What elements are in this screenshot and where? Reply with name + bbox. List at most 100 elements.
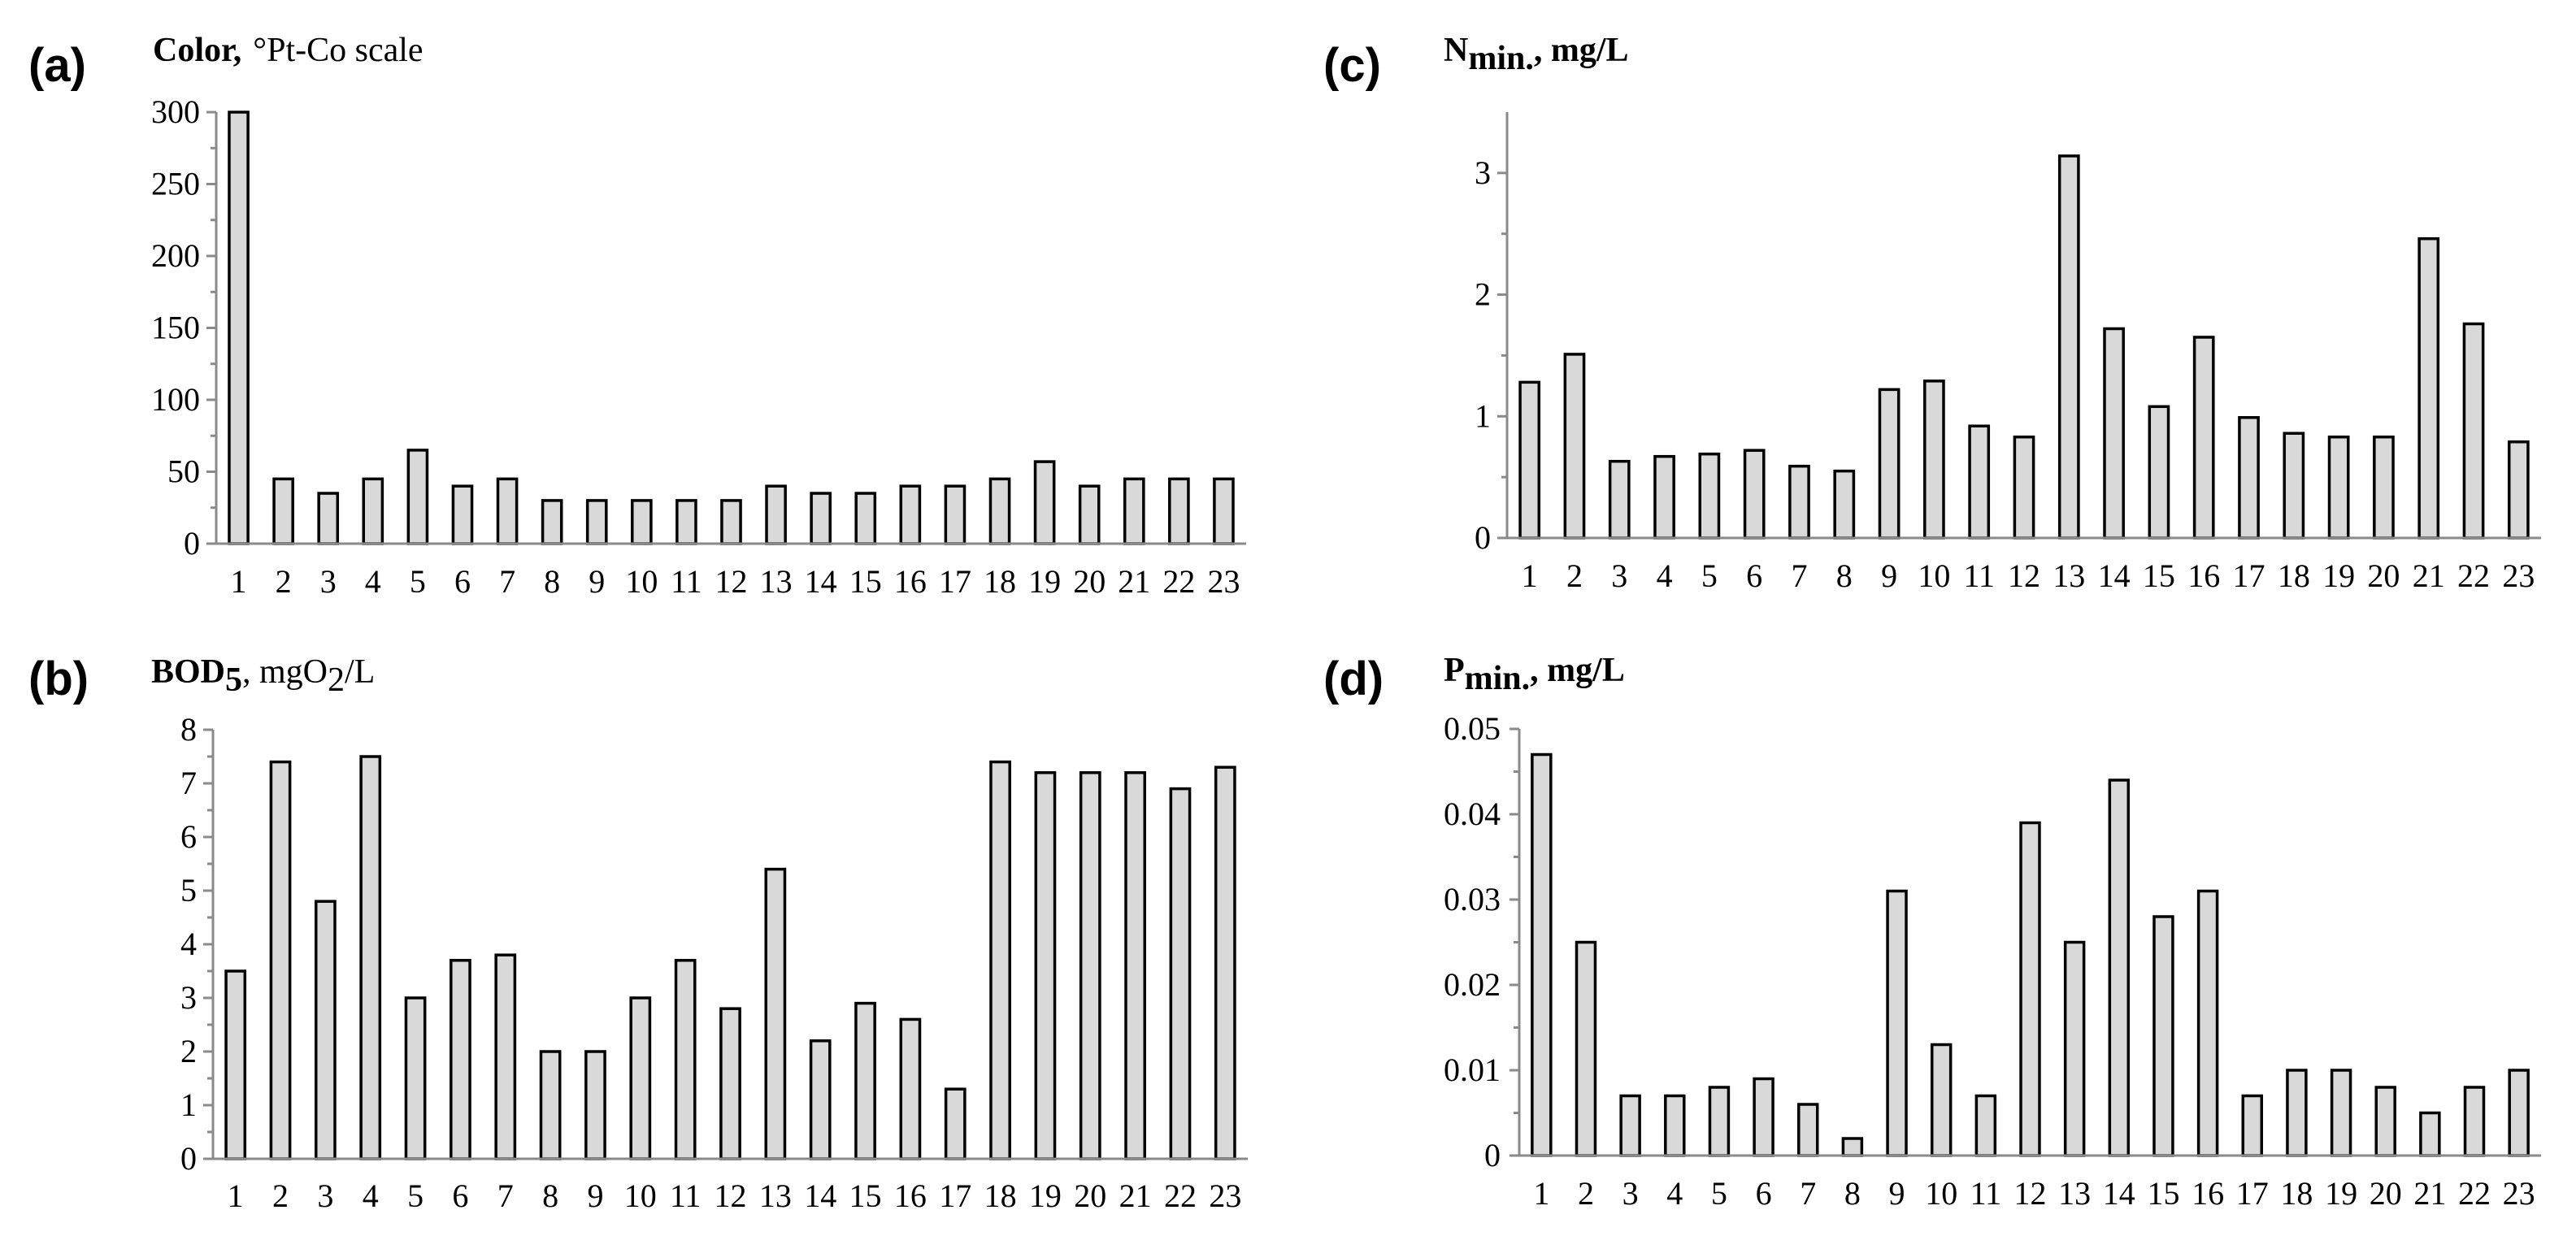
panel-d-y-tick-label: 0: [1484, 1137, 1501, 1173]
panel-b-bar-14: [809, 1039, 832, 1160]
panel-d-bar-1: [1531, 752, 1553, 1157]
panel-a-bar-16: [899, 484, 922, 545]
panel-d-bar-6: [1753, 1077, 1775, 1157]
panel-a-x-label-19: 19: [1028, 563, 1061, 600]
panel-d-x-label-21: 21: [2413, 1175, 2446, 1212]
panel-b-x-label-13: 13: [759, 1177, 792, 1214]
panel-b-bar-6: [450, 959, 471, 1160]
panel-b-x-label-11: 11: [670, 1177, 702, 1214]
panel-d-bar-4: [1664, 1094, 1686, 1157]
panel-c-bar-13: [2057, 154, 2080, 540]
panel-d-x-label-22: 22: [2458, 1175, 2491, 1212]
panel-b-bar-9: [584, 1050, 606, 1160]
panel-b-x-label-5: 5: [407, 1177, 424, 1214]
panel-a-y-tick-label: 250: [151, 166, 200, 202]
panel-a-bar-23: [1213, 477, 1235, 545]
panel-c-title-bold-sub: min.: [1468, 40, 1534, 77]
panel-a-x-label-9: 9: [589, 563, 605, 600]
panel-a-x-label-23: 23: [1207, 563, 1240, 600]
panel-d-bar-3: [1619, 1094, 1641, 1157]
panel-c-x-label-16: 16: [2187, 557, 2220, 594]
panel-d-x-label-14: 14: [2103, 1175, 2135, 1212]
panel-a-x-label-14: 14: [805, 563, 837, 600]
panel-a-x-label-3: 3: [320, 563, 337, 600]
panel-a-x-label-17: 17: [939, 563, 971, 600]
panel-c-title-bold-tail: , mg/L: [1534, 32, 1629, 69]
panel-c-x-label-6: 6: [1746, 557, 1762, 594]
panel-b-x-label-16: 16: [894, 1177, 927, 1214]
panel-a-x-label-2: 2: [276, 563, 292, 600]
panel-c-bar-4: [1653, 454, 1675, 540]
panel-a-bar-5: [406, 449, 429, 545]
panel-b-x-label-19: 19: [1029, 1177, 1062, 1214]
panel-d-x-labels: 1 2 3 4 5 6 7 8 9 10 11 12 13 14 15 16 17 18 19 20 21 22 23: [1533, 1175, 2535, 1212]
panel-a-x-label-18: 18: [984, 563, 1016, 600]
panel-d-x-label-4: 4: [1666, 1175, 1683, 1212]
panel-d-bar-22: [2463, 1086, 2486, 1157]
panel-a-x-label-16: 16: [894, 563, 927, 600]
panel-c-bar-17: [2238, 416, 2260, 540]
panel-c-bar-2: [1563, 353, 1586, 540]
panel-b-bar-22: [1169, 787, 1192, 1160]
panel-d-y-ticks: 0 0.01 0.02 0.03 0.04 0.05: [1444, 710, 1519, 1173]
panel-a-title: Color, °Pt-Co scale: [153, 32, 424, 69]
panel-b-bar-17: [944, 1087, 967, 1160]
panel-c-x-label-1: 1: [1522, 557, 1538, 594]
panel-c-x-label-21: 21: [2413, 557, 2445, 594]
panel-c-bar-11: [1968, 424, 1991, 540]
panel-a-x-label-22: 22: [1162, 563, 1195, 600]
panel-b-bar-2: [269, 760, 292, 1160]
panel-b-x-label-12: 12: [715, 1177, 747, 1214]
panel-d-bar-16: [2196, 889, 2219, 1157]
panel-c-bar-21: [2417, 236, 2440, 540]
panel-d-y-tick-label: 0.03: [1444, 881, 1501, 917]
panel-c-title-bold: N: [1444, 32, 1468, 69]
panel-c-x-label-11: 11: [1963, 557, 1995, 594]
panel-b-x-label-3: 3: [317, 1177, 333, 1214]
panel-c-x-label-19: 19: [2322, 557, 2355, 594]
panel-b-x-label-10: 10: [624, 1177, 657, 1214]
panel-c-x-label-15: 15: [2143, 557, 2175, 594]
panel-c-bar-16: [2192, 336, 2215, 540]
panel-d-x-label-15: 15: [2147, 1175, 2179, 1212]
panel-b-bar-5: [404, 996, 427, 1160]
panel-b-x-label-7: 7: [497, 1177, 514, 1214]
panel-d-bar-14: [2108, 778, 2131, 1157]
panel-c-y-tick-label: 2: [1475, 276, 1491, 313]
panel-d-title-bold-tail: , mg/L: [1530, 652, 1625, 689]
panel-a-x-label-10: 10: [625, 563, 658, 600]
panel-b-x-label-20: 20: [1074, 1177, 1106, 1214]
panel-b-x-label-8: 8: [542, 1177, 558, 1214]
panel-d-y-tick-label: 0.05: [1444, 710, 1501, 747]
panel-c-title: Nmin., mg/L: [1444, 32, 1629, 77]
panel-a-y-tick-label: 150: [151, 310, 200, 346]
panel-b-bar-11: [674, 959, 697, 1160]
panel-b-bars: [224, 755, 1236, 1160]
panel-d-x-label-12: 12: [2014, 1175, 2047, 1212]
panel-a-y-tick-label: 300: [151, 93, 200, 130]
panel-a-bar-15: [854, 492, 877, 545]
panel-c-x-label-5: 5: [1701, 557, 1718, 594]
panel-b-title-regular: , mgO: [242, 653, 328, 691]
panel-d-bar-11: [1974, 1094, 1997, 1157]
panel-c-bar-15: [2148, 405, 2170, 540]
panel-a-bar-20: [1078, 484, 1101, 545]
panel-d-x-label-10: 10: [1925, 1175, 1957, 1212]
panel-b-title: BOD5, mgO2/L: [151, 653, 375, 699]
panel-c-bar-8: [1833, 469, 1856, 540]
panel-d-x-label-5: 5: [1711, 1175, 1727, 1212]
panel-d-bar-13: [2063, 940, 2086, 1157]
panel-b-y-tick-label: 0: [180, 1140, 197, 1177]
panel-a-x-label-13: 13: [760, 563, 793, 600]
panel-c-bar-14: [2103, 327, 2125, 540]
panel-c-bar-1: [1518, 380, 1541, 540]
panel-c-x-labels: 1 2 3 4 5 6 7 8 9 10 11 12 13 14 15 16 17 18 19 20 21 22 23: [1522, 557, 2535, 594]
panel-c-x-label-22: 22: [2457, 557, 2490, 594]
panel-b-x-label-4: 4: [363, 1177, 379, 1214]
panel-d-bar-5: [1708, 1086, 1731, 1157]
panel-b-x-label-14: 14: [804, 1177, 836, 1214]
panel-b-x-label-18: 18: [984, 1177, 1017, 1214]
